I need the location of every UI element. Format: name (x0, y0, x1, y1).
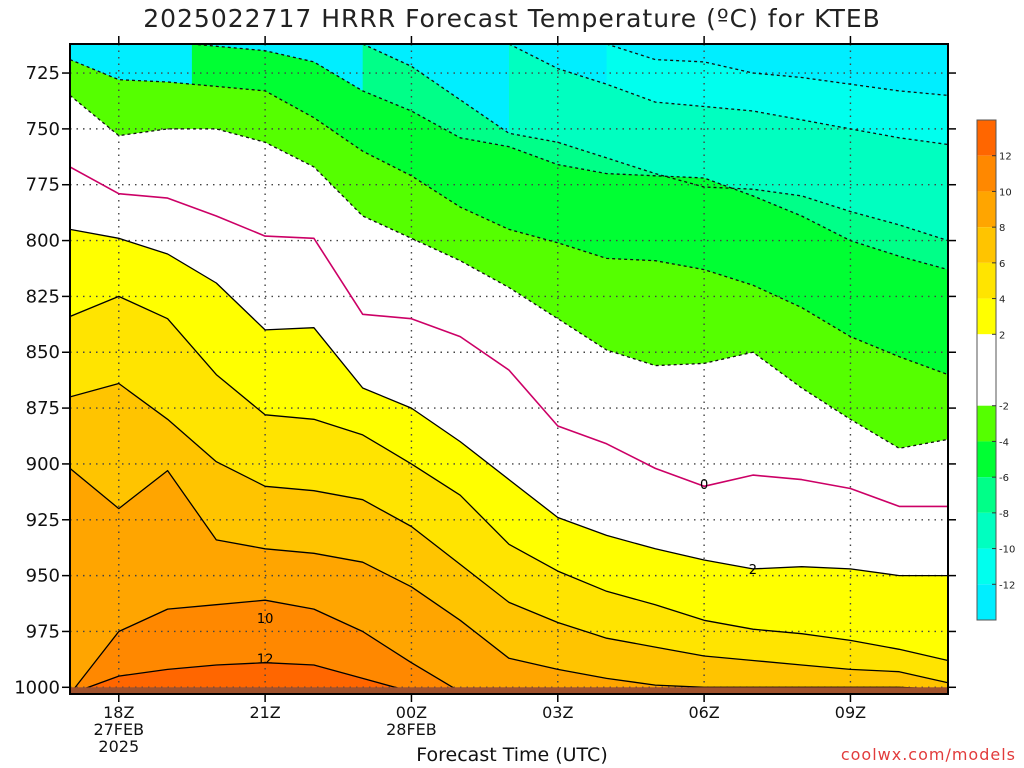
x-tick-label-18Z-0: 18Z (103, 703, 134, 722)
colorbar-tick-label--8: -8 (999, 509, 1009, 520)
colorbar-swatch-12 (977, 120, 996, 156)
y-tick-label-950: 950 (26, 566, 60, 587)
isotherm-4 (70, 295, 948, 662)
colorbar-tick-label--12: -12 (999, 580, 1015, 591)
contour-label-2: 10 (257, 612, 274, 627)
y-tick-label-975: 975 (26, 621, 60, 642)
isotherm-6 (70, 382, 948, 684)
y-tick-label-750: 750 (26, 119, 60, 140)
temp-band-12 (70, 662, 948, 694)
colorbar-tick-label-12: 12 (999, 152, 1012, 163)
isotherm--2 (70, 94, 948, 449)
y-tick-label-800: 800 (26, 231, 60, 252)
x-tick-label-18Z-1: 27FEB (93, 720, 144, 739)
isotherm--10 (508, 44, 948, 146)
x-tick-label-09Z-0: 09Z (835, 703, 866, 722)
colorbar-tick-label-2: 2 (999, 330, 1005, 341)
credit-text[interactable]: coolwx.com/models (840, 745, 1016, 764)
colorbar-swatch--4 (977, 405, 996, 442)
chart-title: 2025022717 HRRR Forecast Temperature (ºC… (143, 4, 881, 33)
isotherm-2 (70, 228, 948, 577)
x-tick-label-18Z-2: 2025 (98, 737, 139, 756)
plot-frame (69, 43, 949, 695)
colorbar-swatch-2 (977, 298, 996, 335)
colorbar-swatch--2 (977, 334, 996, 406)
colorbar-swatch--8 (977, 477, 996, 513)
colorbar-tick-label--4: -4 (999, 437, 1009, 448)
colorbar-tick-label-8: 8 (999, 223, 1005, 234)
colorbar-swatch-8 (977, 191, 996, 228)
colorbar-tick-label--10: -10 (999, 545, 1015, 556)
colorbar-tick-label--6: -6 (999, 473, 1009, 484)
contour-label-3: 12 (257, 652, 274, 667)
colorbar-tick-label-10: 10 (999, 187, 1012, 198)
colorbar-swatch--14 (977, 584, 996, 620)
isotherm-10 (70, 599, 948, 694)
y-tick-label-725: 725 (26, 63, 60, 84)
isotherm--8 (362, 44, 948, 242)
colorbar-tick-label-4: 4 (999, 295, 1005, 306)
y-tick-label-825: 825 (26, 286, 60, 307)
x-tick-label-21Z-0: 21Z (249, 703, 280, 722)
colorbar-swatch--12 (977, 548, 996, 585)
contour-label-1: 2 (749, 563, 757, 578)
colorbar-swatch-4 (977, 262, 996, 299)
colorbar-swatch-6 (977, 227, 996, 263)
ground-strip (70, 687, 948, 694)
colorbar-swatch--6 (977, 441, 996, 478)
y-tick-label-925: 925 (26, 510, 60, 531)
colorbar-tick-label--2: -2 (999, 402, 1009, 413)
y-tick-label-1000: 1000 (14, 677, 60, 698)
y-tick-label-850: 850 (26, 342, 60, 363)
y-tick-label-875: 875 (26, 398, 60, 419)
colorbar-swatch-10 (977, 155, 996, 192)
y-tick-label-775: 775 (26, 175, 60, 196)
x-tick-label-00Z-1: 28FEB (386, 720, 437, 739)
colorbar-frame (976, 119, 997, 621)
isotherm-0 (70, 166, 948, 508)
x-tick-label-06Z-0: 06Z (688, 703, 719, 722)
colorbar-swatch--10 (977, 512, 996, 549)
y-tick-label-900: 900 (26, 454, 60, 475)
x-axis-label: Forecast Time (UTC) (416, 744, 608, 766)
isotherm--6 (191, 44, 948, 271)
x-tick-label-03Z-0: 03Z (542, 703, 573, 722)
isotherm--12 (606, 44, 948, 97)
x-tick-label-00Z-0: 00Z (396, 703, 427, 722)
colorbar-tick-label-6: 6 (999, 259, 1005, 270)
isotherm--4 (70, 58, 948, 376)
contour-label-0: 0 (700, 478, 708, 493)
